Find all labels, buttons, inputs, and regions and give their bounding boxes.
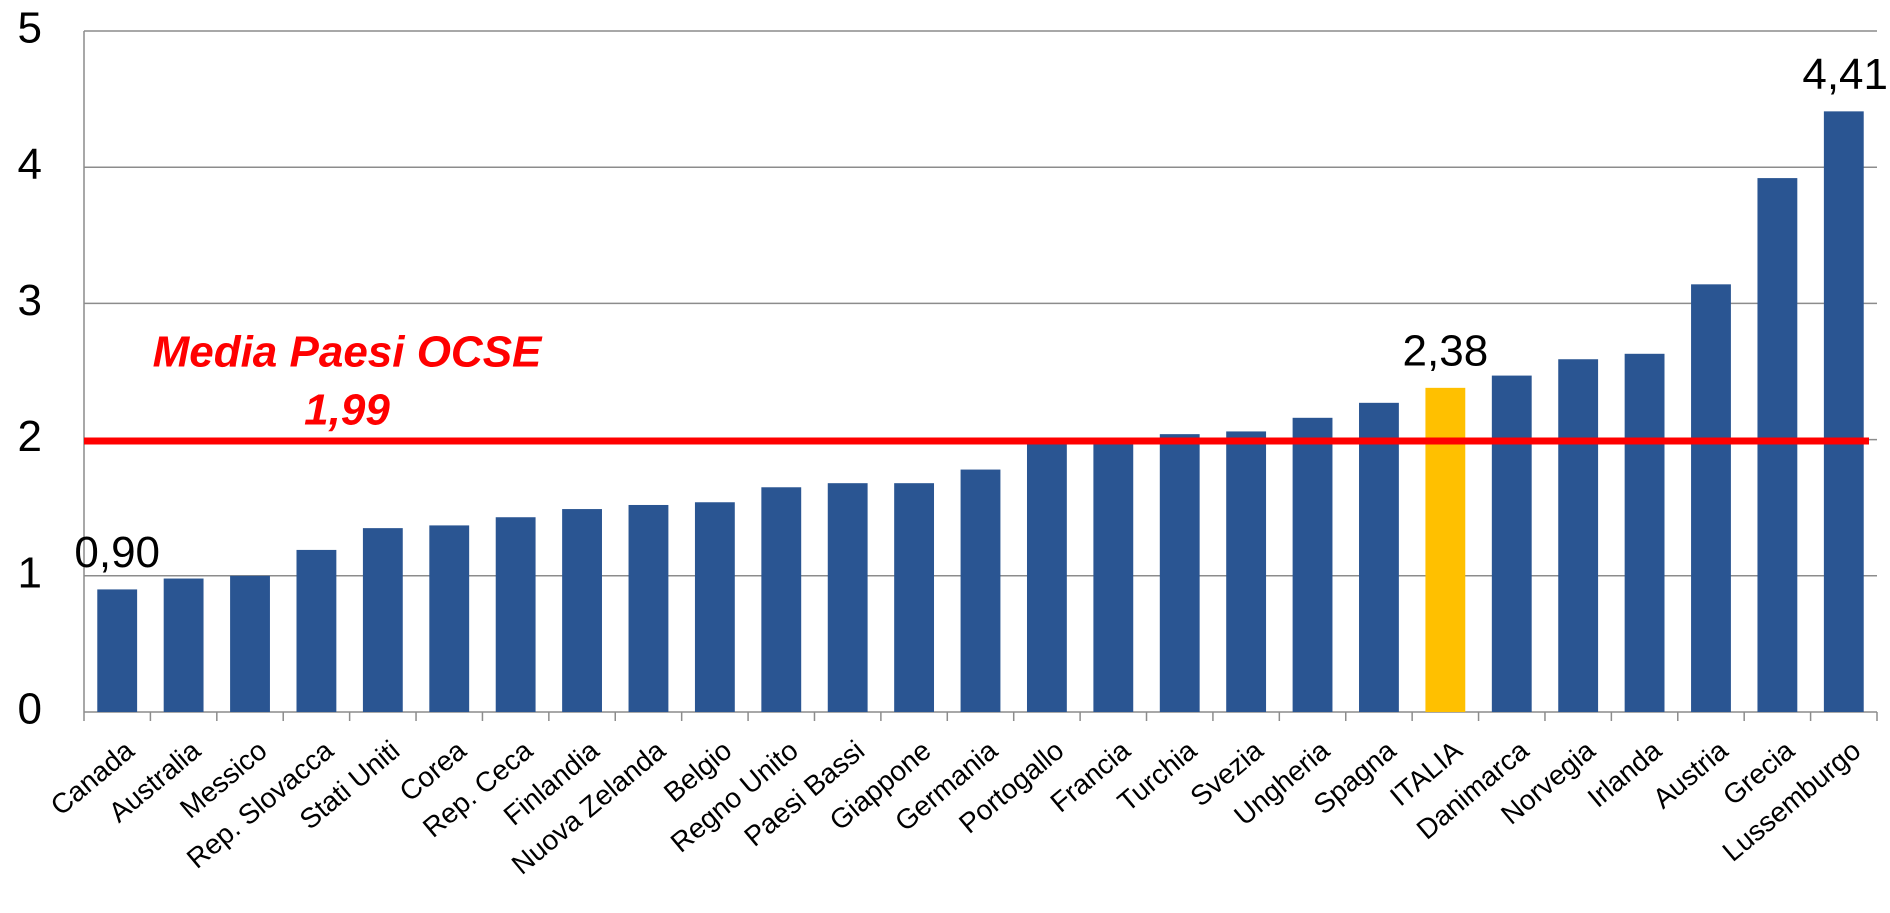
bar (1226, 431, 1267, 712)
bar (960, 469, 1001, 712)
bar (1292, 417, 1333, 712)
y-tick-label: 1 (18, 548, 42, 597)
value-label: 2,38 (1403, 326, 1489, 375)
reference-label: 1,99 (304, 386, 390, 435)
bar (827, 483, 868, 712)
bar (296, 549, 337, 712)
bar (230, 575, 270, 712)
y-tick-label: 5 (18, 4, 42, 53)
bar (1491, 375, 1532, 712)
bar (1425, 387, 1466, 712)
value-label: 0,90 (74, 528, 160, 577)
bar (163, 578, 204, 712)
y-tick-label: 4 (18, 140, 42, 189)
bar (362, 528, 403, 712)
bar (1159, 434, 1200, 712)
bar (1624, 353, 1665, 712)
bar (1558, 359, 1599, 712)
y-tick-label: 3 (18, 276, 42, 325)
y-tick-label: 0 (18, 685, 42, 734)
bar (1691, 284, 1731, 712)
bar (1026, 443, 1067, 712)
bar (894, 483, 935, 712)
bar (1093, 443, 1134, 712)
bar (761, 487, 802, 712)
x-tick-label: Austria (1647, 734, 1734, 814)
bar (97, 589, 138, 712)
bar (562, 509, 602, 712)
bar (1757, 178, 1798, 712)
bar (1359, 402, 1399, 712)
bar (694, 502, 735, 712)
value-label: 4,41 (1802, 50, 1888, 99)
x-tick-label: Irlanda (1582, 734, 1668, 813)
reference-name: Media Paesi OCSE (153, 328, 543, 377)
y-tick-label: 2 (18, 412, 42, 461)
bar (495, 517, 536, 712)
bar (628, 504, 669, 712)
bar (1823, 111, 1864, 712)
bar (429, 525, 470, 712)
